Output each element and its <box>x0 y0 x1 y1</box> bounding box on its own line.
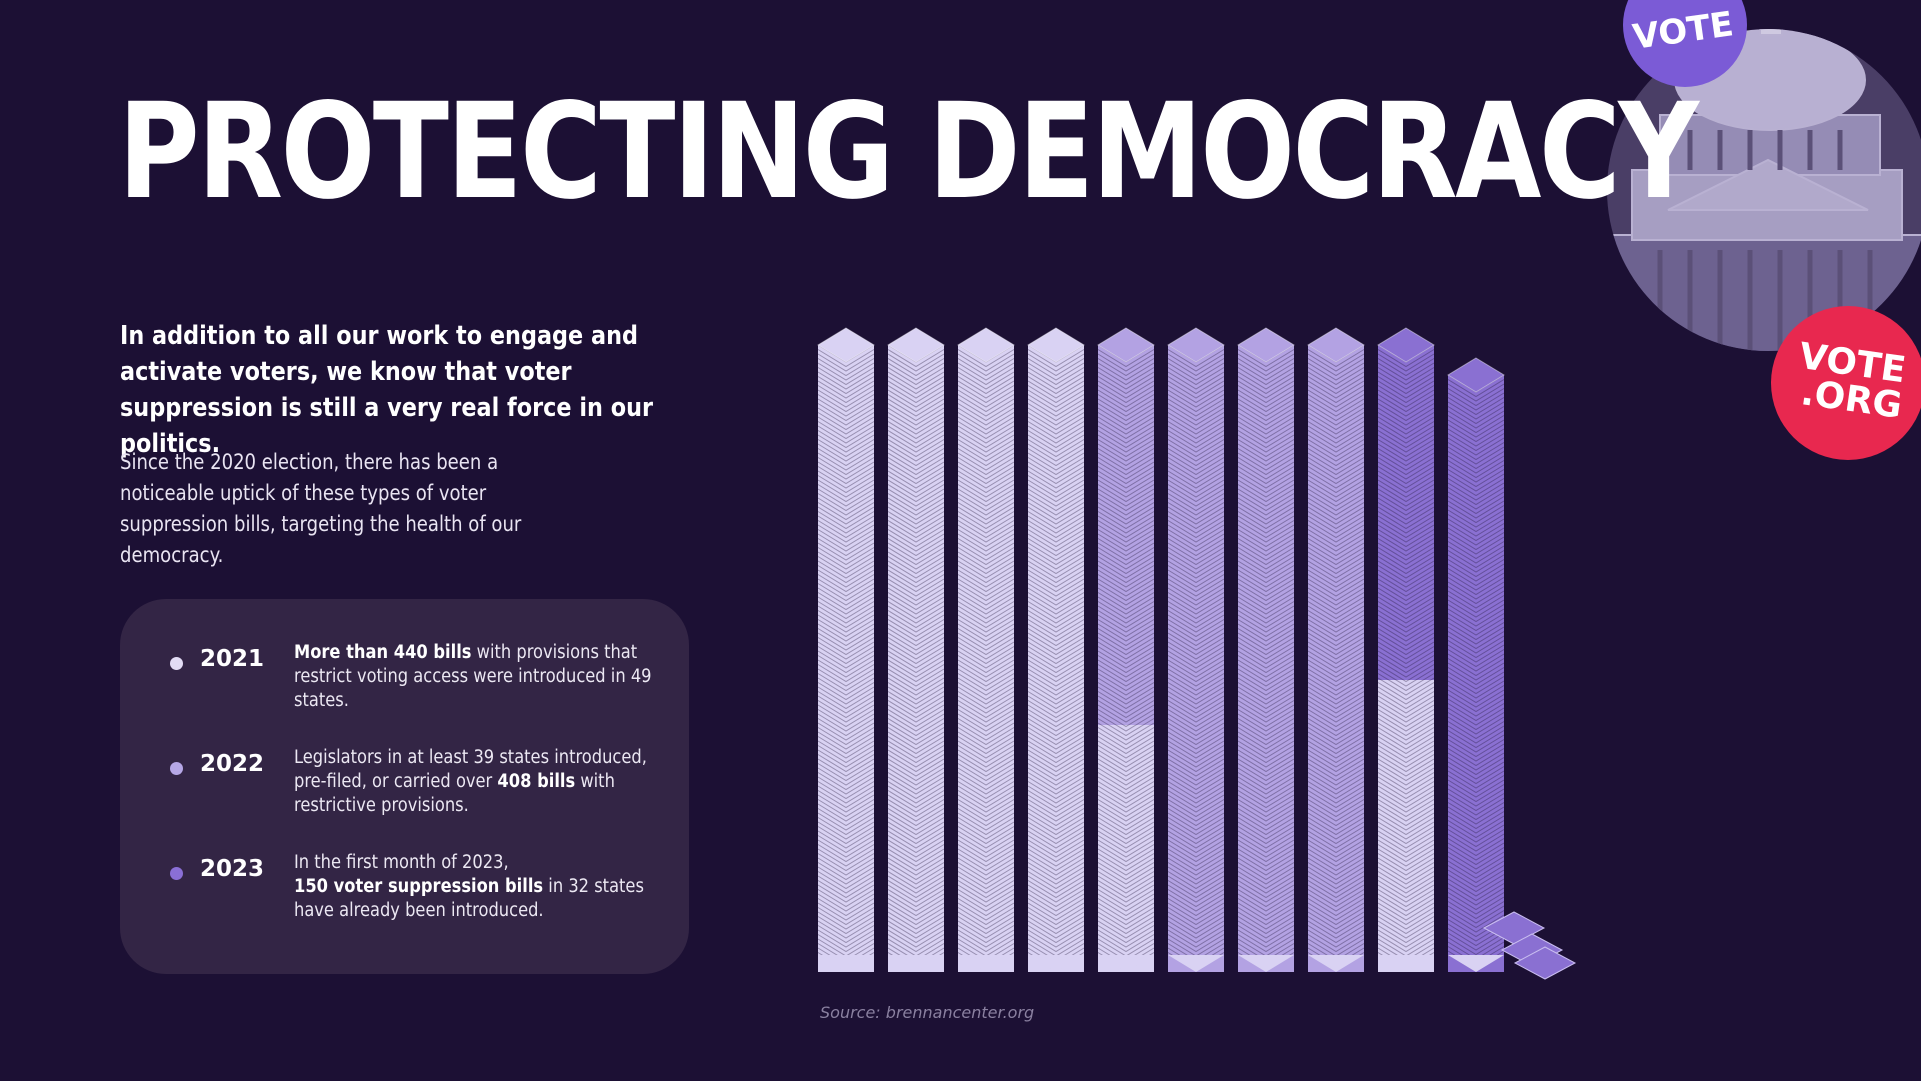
bill-stack-column <box>1167 327 1225 972</box>
bullet-icon <box>170 657 183 670</box>
description-text: Legislators in at least 39 states introd… <box>294 747 647 792</box>
description-highlight: 408 bills <box>497 771 576 792</box>
bill-stack-column <box>957 327 1015 972</box>
bill-stack-column <box>1377 327 1435 972</box>
timeline-year: 2022 <box>200 751 265 777</box>
description-highlight: 150 voter suppression bills <box>294 876 544 897</box>
bullet-icon <box>170 762 183 775</box>
bill-stack-column <box>1097 327 1155 972</box>
bill-stack-column <box>1307 327 1365 972</box>
description-text: In the first month of 2023, <box>294 852 509 873</box>
timeline-year: 2021 <box>200 646 265 672</box>
bullet-icon <box>170 867 183 880</box>
bill-stacks-chart <box>817 327 1577 980</box>
timeline-description: More than 440 bills with provisions that… <box>294 641 672 713</box>
source-note: Source: brennancenter.org <box>820 1003 1035 1022</box>
bill-stack-column <box>817 327 875 972</box>
vote-org-badge: VOTE .ORG <box>1771 306 1921 460</box>
description-text: with restrictive provisions. <box>294 771 615 816</box>
vote-badge: VOTE <box>1623 0 1747 87</box>
bill-stack-column <box>1447 357 1505 972</box>
timeline-row-2022: 2022 Legislators in at least 39 states i… <box>120 746 689 836</box>
page-title: PROTECTING DEMOCRACY <box>118 75 1699 229</box>
timeline-row-2023: 2023 In the first month of 2023, 150 vote… <box>120 851 689 941</box>
body-paragraph: Since the 2020 election, there has been … <box>120 450 522 567</box>
lead-paragraph: In addition to all our work to engage an… <box>120 321 654 459</box>
timeline-row-2021: 2021 More than 440 bills with provisions… <box>120 641 689 731</box>
loose-bill-paper <box>1513 946 1577 980</box>
description-text: with provisions that restrict voting acc… <box>294 642 652 711</box>
bill-stack-column <box>887 327 945 972</box>
timeline-description: In the first month of 2023, 150 voter sup… <box>294 851 672 923</box>
timeline-year: 2023 <box>200 856 265 882</box>
description-text: in 32 states have already been introduce… <box>294 876 644 921</box>
timeline-panel: 2021 More than 440 bills with provisions… <box>120 599 689 974</box>
bill-stack-column <box>1237 327 1295 972</box>
timeline-description: Legislators in at least 39 states introd… <box>294 746 672 818</box>
bill-stack-column <box>1027 327 1085 972</box>
description-highlight: More than 440 bills <box>294 642 472 663</box>
